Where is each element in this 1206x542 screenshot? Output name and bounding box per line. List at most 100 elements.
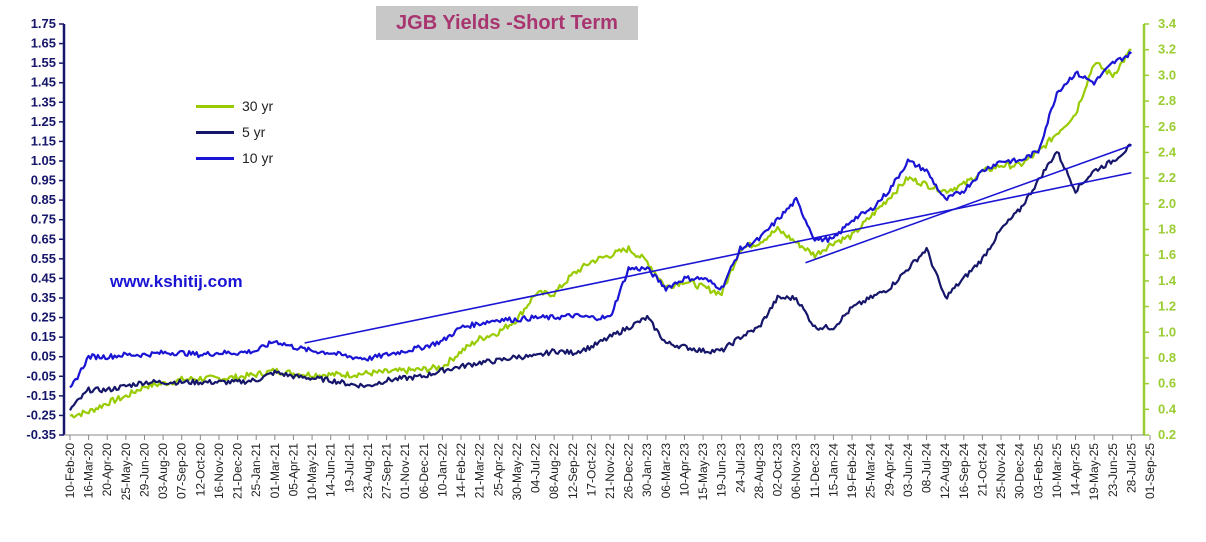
- x-tick-label: 24-Jul-23: [733, 443, 747, 493]
- x-tick-label: 10-Feb-20: [63, 443, 77, 499]
- left-tick-label: 0.25: [31, 310, 56, 325]
- x-tick-label: 29-Jun-20: [137, 443, 151, 497]
- x-tick-label: 10-Mar-25: [1050, 443, 1064, 499]
- x-tick-label: 10-May-21: [305, 443, 319, 501]
- x-tick-label: 17-Oct-22: [584, 443, 598, 497]
- left-tick-label: -0.25: [26, 407, 56, 422]
- x-tick-label: 26-Dec-22: [622, 443, 636, 499]
- series-line-30yr: [69, 48, 1132, 419]
- x-tick-label: 05-Apr-21: [286, 443, 300, 497]
- left-tick-label: 1.45: [31, 75, 56, 90]
- right-tick-label: 3.4: [1158, 16, 1177, 31]
- x-tick-label: 03-Jun-24: [901, 443, 915, 497]
- x-tick-label: 28-Jul-25: [1124, 443, 1138, 493]
- x-tick-label: 06-Dec-21: [417, 443, 431, 499]
- right-tick-label: 2.0: [1158, 196, 1176, 211]
- x-tick-label: 07-Sep-20: [175, 443, 189, 499]
- x-tick-label: 01-Sep-25: [1143, 443, 1157, 499]
- x-tick-label: 15-Jan-24: [826, 443, 840, 497]
- x-tick-label: 03-Aug-20: [156, 443, 170, 499]
- x-tick-label: 14-Feb-22: [454, 443, 468, 499]
- x-tick-label: 11-Dec-23: [808, 443, 822, 498]
- right-tick-label: 1.8: [1158, 222, 1176, 237]
- left-tick-label: 1.15: [31, 133, 56, 148]
- left-tick-label: 0.85: [31, 192, 56, 207]
- right-tick-label: 0.4: [1158, 401, 1177, 416]
- legend-swatch-30yr: [196, 105, 234, 108]
- legend-label-30yr: 30 yr: [242, 98, 274, 114]
- x-tick-label: 21-Mar-22: [473, 443, 487, 499]
- right-tick-label: 0.8: [1158, 350, 1176, 365]
- right-tick-label: 1.0: [1158, 324, 1176, 339]
- left-tick-label: 0.05: [31, 349, 56, 364]
- x-tick-label: 15-May-23: [696, 443, 710, 501]
- x-tick-label: 21-Oct-24: [975, 443, 989, 497]
- trendline-2: [805, 144, 1132, 264]
- x-tick-label: 20-Apr-20: [100, 443, 114, 497]
- x-tick-label: 12-Sep-22: [566, 443, 580, 499]
- legend-item-10yr: 10 yr: [164, 148, 304, 168]
- x-tick-label: 08-Jul-24: [920, 443, 934, 493]
- x-tick-label: 21-Dec-20: [231, 443, 245, 499]
- x-tick-label: 30-Jan-23: [640, 443, 654, 497]
- x-tick-label: 06-Nov-23: [789, 443, 803, 499]
- trendline-1: [304, 171, 1132, 344]
- left-tick-label: 0.75: [31, 212, 56, 227]
- left-tick-label: 0.35: [31, 290, 56, 305]
- x-tick-label: 10-Jan-22: [435, 443, 449, 497]
- right-tick-label: 1.4: [1158, 273, 1177, 288]
- legend-label-5yr: 5 yr: [242, 124, 266, 140]
- left-tick-label: 1.05: [31, 153, 56, 168]
- x-tick-label: 06-Mar-23: [659, 443, 673, 499]
- right-tick-label: 2.8: [1158, 93, 1176, 108]
- x-tick-label: 19-Jun-23: [715, 443, 729, 497]
- right-tick-label: 0.2: [1158, 427, 1176, 442]
- right-tick-label: 1.2: [1158, 299, 1176, 314]
- watermark-text: www.kshitij.com: [110, 272, 243, 291]
- x-tick-label: 23-Jun-25: [1106, 443, 1120, 497]
- legend-swatch-10yr: [196, 157, 234, 160]
- x-tick-label: 25-May-20: [119, 443, 133, 501]
- x-tick-label: 12-Aug-24: [938, 443, 952, 499]
- x-tick-label: 19-May-25: [1087, 443, 1101, 501]
- left-tick-label: 1.55: [31, 55, 56, 70]
- x-tick-label: 16-Sep-24: [957, 443, 971, 499]
- right-tick-label: 3.2: [1158, 42, 1176, 57]
- right-tick-label: 2.6: [1158, 119, 1176, 134]
- legend-item-5yr: 5 yr: [164, 122, 304, 142]
- right-tick-label: 2.4: [1158, 144, 1177, 159]
- left-tick-label: 1.35: [31, 94, 56, 109]
- x-tick-label: 08-Aug-22: [547, 443, 561, 499]
- left-tick-label: 0.45: [31, 270, 56, 285]
- left-tick-label: 0.65: [31, 231, 56, 246]
- x-tick-label: 23-Aug-21: [361, 443, 375, 499]
- legend-item-30yr: 30 yr: [164, 96, 304, 116]
- x-tick-label: 25-Apr-22: [491, 443, 505, 497]
- x-tick-label: 28-Aug-23: [752, 443, 766, 499]
- x-tick-label: 04-Jul-22: [529, 443, 543, 493]
- left-tick-label: -0.05: [26, 368, 56, 383]
- x-tick-label: 16-Nov-20: [212, 443, 226, 499]
- right-tick-label: 1.6: [1158, 247, 1176, 262]
- x-tick-label: 25-Mar-24: [864, 443, 878, 499]
- x-tick-label: 25-Jan-21: [249, 443, 263, 497]
- x-tick-label: 03-Feb-25: [1031, 443, 1045, 499]
- x-tick-label: 14-Apr-25: [1069, 443, 1083, 497]
- left-tick-label: 1.65: [31, 36, 56, 51]
- series-line-5yr: [69, 143, 1132, 411]
- x-tick-label: 19-Jul-21: [342, 443, 356, 493]
- legend-swatch-5yr: [196, 131, 234, 134]
- x-tick-label: 14-Jun-21: [324, 443, 338, 497]
- right-tick-label: 3.0: [1158, 67, 1176, 82]
- x-tick-label: 19-Feb-24: [845, 443, 859, 499]
- left-tick-label: 0.55: [31, 251, 56, 266]
- left-tick-label: 0.95: [31, 173, 56, 188]
- x-tick-label: 27-Sep-21: [380, 443, 394, 499]
- right-tick-label: 0.6: [1158, 376, 1176, 391]
- chart-title-box: [376, 6, 638, 40]
- x-tick-label: 02-Oct-23: [771, 443, 785, 497]
- left-tick-label: -0.15: [26, 388, 56, 403]
- x-tick-label: 10-Apr-23: [677, 443, 691, 497]
- left-tick-label: 1.75: [31, 16, 56, 31]
